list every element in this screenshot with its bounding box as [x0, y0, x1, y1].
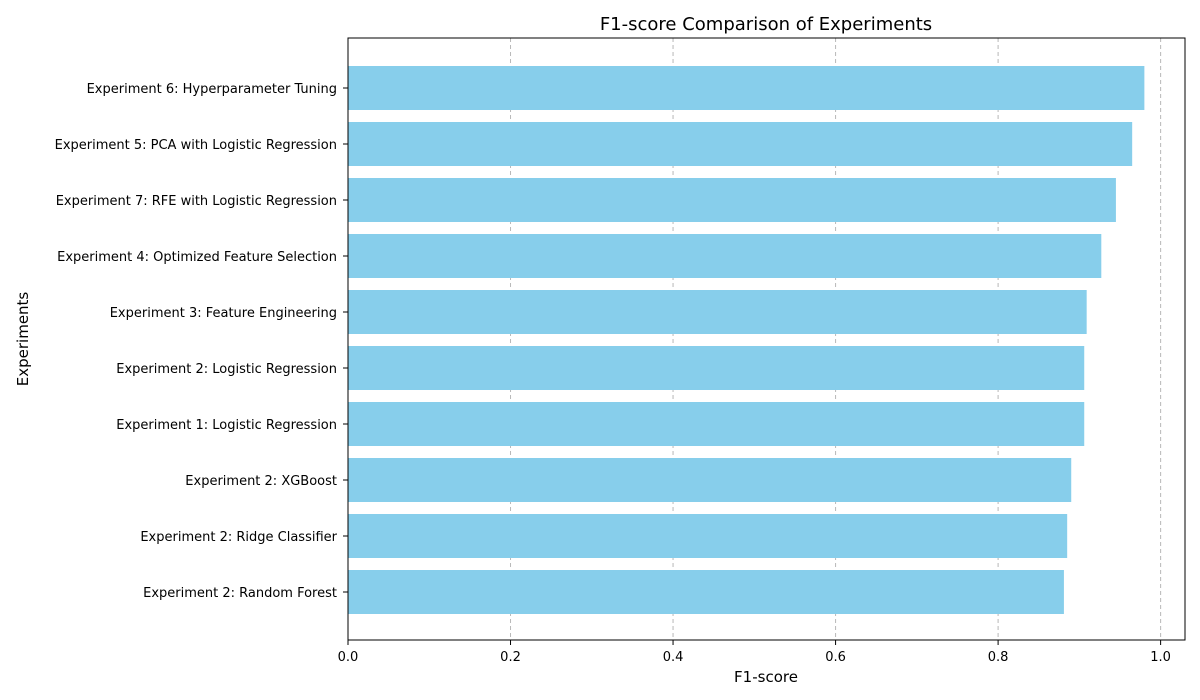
chart-title: F1-score Comparison of Experiments — [600, 14, 932, 35]
bar — [348, 570, 1064, 614]
bar — [348, 346, 1085, 390]
y-tick-label: Experiment 2: Ridge Classifier — [140, 530, 337, 545]
y-tick-label: Experiment 3: Feature Engineering — [110, 306, 337, 321]
y-tick-label: Experiment 2: Logistic Regression — [116, 362, 337, 377]
plot-frame — [347, 37, 1186, 641]
x-axis-label: F1-score — [734, 668, 798, 686]
x-tick-label: 0.2 — [500, 650, 521, 665]
y-tick-label: Experiment 1: Logistic Regression — [116, 418, 337, 433]
y-tick-label: Experiment 2: XGBoost — [185, 474, 337, 489]
y-tick-label: Experiment 7: RFE with Logistic Regressi… — [56, 194, 337, 209]
bar — [348, 122, 1133, 166]
y-axis-ticks: Experiment 6: Hyperparameter Tuning Exper… — [55, 82, 348, 601]
y-tick-label: Experiment 4: Optimized Feature Selectio… — [57, 250, 337, 265]
x-axis-ticks: 0.0 0.2 0.4 0.6 0.8 1.0 — [338, 640, 1171, 665]
bar — [348, 234, 1102, 278]
bar — [348, 458, 1072, 502]
y-tick-label: Experiment 2: Random Forest — [143, 586, 337, 601]
bar — [348, 178, 1116, 222]
bar — [348, 402, 1085, 446]
y-tick-label: Experiment 5: PCA with Logistic Regressi… — [55, 138, 337, 153]
y-tick-label: Experiment 6: Hyperparameter Tuning — [87, 82, 337, 97]
bars — [348, 66, 1145, 614]
bar — [348, 66, 1145, 110]
x-tick-label: 0.4 — [663, 650, 684, 665]
x-tick-label: 0.8 — [988, 650, 1009, 665]
x-tick-label: 0.0 — [338, 650, 359, 665]
x-tick-label: 0.6 — [825, 650, 846, 665]
y-axis-label: Experiments — [14, 292, 32, 387]
bar — [348, 290, 1087, 334]
x-tick-label: 1.0 — [1150, 650, 1171, 665]
bar — [348, 514, 1068, 558]
